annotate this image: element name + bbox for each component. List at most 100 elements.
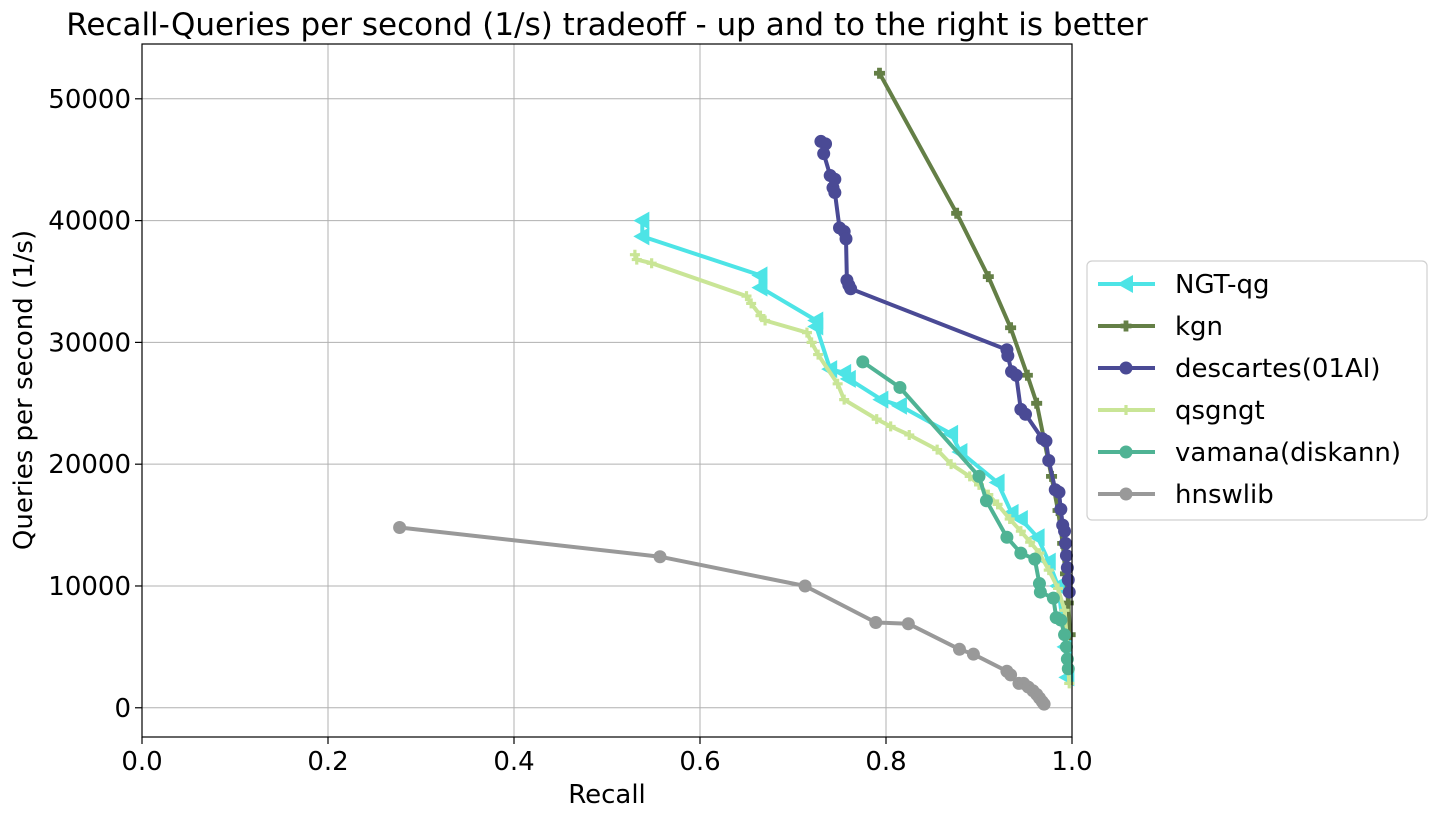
data-point-vamana-diskann xyxy=(893,380,907,394)
data-point-qsgngt xyxy=(629,249,640,260)
legend: NGT-qg kgn descartes(01AI) qsgngt vamana(dis… xyxy=(1086,260,1428,521)
data-point-kgn xyxy=(1062,597,1074,609)
data-point-ngt-qg xyxy=(1039,552,1056,571)
legend-label: vamana(diskann) xyxy=(1175,438,1401,468)
data-point-ngt-qg xyxy=(633,227,650,246)
data-point-ngt-qg xyxy=(839,369,856,388)
data-point-descartes-01ai xyxy=(1058,536,1072,550)
data-point-qsgngt xyxy=(741,291,752,302)
x-tick-label: 0.4 xyxy=(493,747,534,777)
series-layer xyxy=(393,67,1076,711)
data-point-hnswlib xyxy=(798,579,812,593)
data-point-descartes-01ai xyxy=(844,282,858,296)
data-point-kgn xyxy=(951,207,963,219)
legend-label: qsgngt xyxy=(1175,396,1265,426)
data-point-hnswlib xyxy=(869,616,883,630)
y-axis-label: Queries per second (1/s) xyxy=(9,230,39,550)
data-point-descartes-01ai xyxy=(1009,368,1023,382)
data-point-vamana-diskann xyxy=(979,494,993,508)
data-point-kgn xyxy=(1031,397,1043,409)
legend-label: hnswlib xyxy=(1175,480,1274,510)
data-point-qsgngt xyxy=(631,254,642,265)
data-point-descartes-01ai xyxy=(828,186,842,200)
data-point-hnswlib xyxy=(393,521,407,535)
data-point-kgn xyxy=(982,271,994,283)
data-point-ngt-qg xyxy=(890,396,907,415)
data-point-qsgngt xyxy=(1059,605,1070,616)
data-point-qsgngt xyxy=(755,310,766,321)
legend-item-hnswlib: hnswlib xyxy=(1098,480,1274,510)
data-point-descartes-01ai xyxy=(819,137,833,151)
data-point-hnswlib xyxy=(952,642,966,656)
series-vamana-diskann xyxy=(856,355,1075,676)
data-point-qsgngt xyxy=(1053,583,1064,594)
data-point-vamana-diskann xyxy=(972,469,986,483)
data-point-descartes-01ai xyxy=(1058,524,1072,538)
data-point-hnswlib xyxy=(653,550,667,564)
data-point-qsgngt xyxy=(992,499,1003,510)
data-point-ngt-qg xyxy=(807,317,824,336)
data-point-descartes-01ai xyxy=(817,147,831,161)
series-hnswlib xyxy=(393,521,1051,711)
data-point-vamana-diskann xyxy=(1000,530,1014,544)
data-point-ngt-qg xyxy=(1011,509,1028,528)
data-point-vamana-diskann xyxy=(1060,652,1074,666)
legend-item-qsgngt: qsgngt xyxy=(1098,396,1265,426)
x-tick-label: 0.6 xyxy=(679,747,720,777)
data-point-qsgngt xyxy=(839,394,850,405)
data-point-descartes-01ai xyxy=(1001,349,1015,363)
legend-swatch-marker xyxy=(1121,405,1131,415)
data-point-qsgngt xyxy=(871,414,882,425)
data-point-kgn xyxy=(1021,369,1033,381)
data-point-qsgngt xyxy=(932,444,943,455)
plot-frame xyxy=(141,43,1073,738)
data-point-ngt-qg xyxy=(872,390,889,409)
data-point-descartes-01ai xyxy=(1061,573,1075,587)
data-point-qsgngt xyxy=(760,315,771,326)
chart-title: Recall-Queries per second (1/s) tradeoff… xyxy=(66,7,1148,43)
legend-swatch-marker xyxy=(1119,487,1133,501)
legend-swatch-marker xyxy=(1120,320,1132,332)
legend-box xyxy=(1086,260,1428,521)
data-point-qsgngt xyxy=(813,349,824,360)
data-point-qsgngt xyxy=(1015,526,1026,537)
data-point-qsgngt xyxy=(832,378,843,389)
data-point-descartes-01ai xyxy=(1062,585,1076,599)
data-point-qsgngt xyxy=(806,337,817,348)
series-line-ngt-qg xyxy=(640,220,1070,678)
data-point-qsgngt xyxy=(1034,548,1045,559)
data-point-kgn xyxy=(873,67,885,79)
x-axis-label: Recall xyxy=(568,780,646,810)
data-point-qsgngt xyxy=(646,258,657,269)
data-point-ngt-qg xyxy=(633,211,650,230)
data-point-descartes-01ai xyxy=(1019,407,1032,421)
x-tick-label: 0.0 xyxy=(121,747,162,777)
data-point-qsgngt xyxy=(964,471,975,482)
series-descartes-01ai xyxy=(814,134,1076,599)
y-tick-label: 40000 xyxy=(48,207,131,237)
data-point-vamana-diskann xyxy=(1059,640,1073,654)
data-point-vamana-diskann xyxy=(1054,613,1068,627)
data-point-kgn xyxy=(1005,322,1017,334)
grid-lines xyxy=(141,44,1073,737)
data-point-hnswlib xyxy=(1004,668,1018,682)
data-point-descartes-01ai xyxy=(1052,485,1066,499)
data-point-vamana-diskann xyxy=(1046,591,1060,605)
data-point-ngt-qg xyxy=(751,278,768,297)
data-point-vamana-diskann xyxy=(1033,585,1047,599)
data-point-vamana-diskann xyxy=(1014,546,1028,560)
legend-swatch-marker xyxy=(1119,361,1133,375)
legend-item-ngt-qg: NGT-qg xyxy=(1098,270,1270,300)
data-point-ngt-qg xyxy=(1028,528,1045,547)
axis-ticks: 0.0 0.2 0.4 0.6 0.8 1.0 0 10000 20000 30000 40000 5… xyxy=(48,85,1092,777)
data-point-vamana-diskann xyxy=(1058,628,1072,642)
data-point-ngt-qg xyxy=(751,266,768,285)
legend-item-descartes-01ai: descartes(01AI) xyxy=(1098,354,1381,384)
data-point-qsgngt xyxy=(974,479,984,490)
data-point-descartes-01ai xyxy=(1042,454,1056,468)
y-tick-label: 20000 xyxy=(48,450,131,480)
data-point-descartes-01ai xyxy=(1054,502,1068,516)
y-tick-label: 50000 xyxy=(48,85,131,115)
y-tick-label: 30000 xyxy=(48,328,131,358)
